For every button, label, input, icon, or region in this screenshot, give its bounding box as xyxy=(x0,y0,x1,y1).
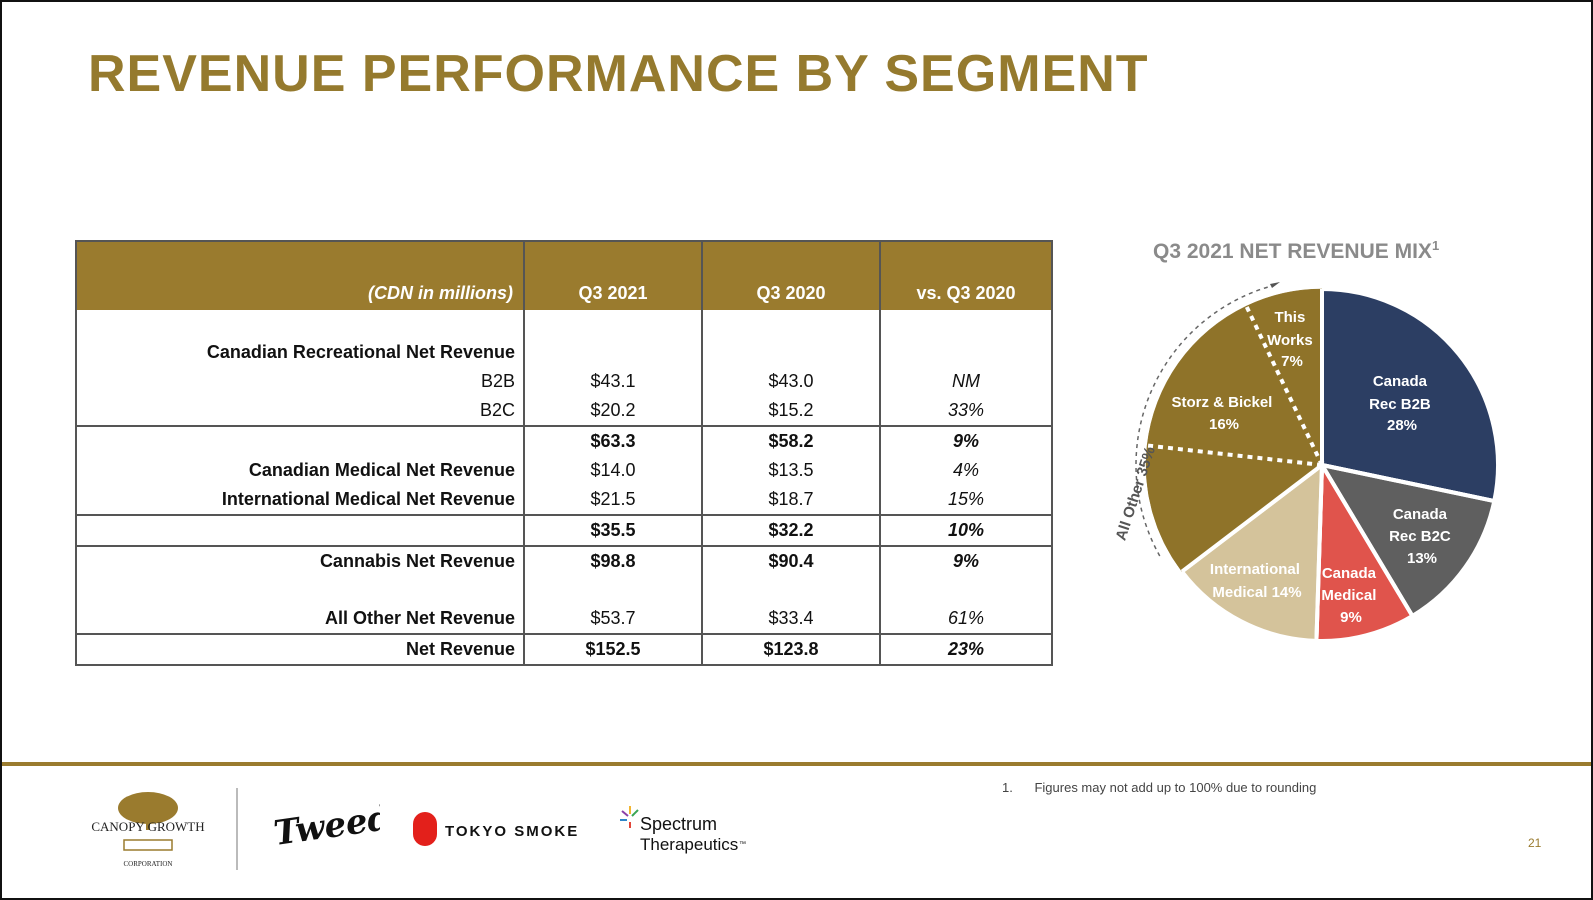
tweed-logo: Tweed xyxy=(271,800,380,854)
cell-change: 33% xyxy=(879,396,1053,426)
cell-q3-2021: $20.2 xyxy=(523,396,703,426)
slice-canada-rec-b2c xyxy=(1317,462,1497,619)
row-label: B2B xyxy=(75,367,525,396)
svg-text:TOKYO SMOKE: TOKYO SMOKE xyxy=(445,823,579,840)
all-other-bracket-arc xyxy=(1135,284,1275,557)
cell-q3-2020: $18.7 xyxy=(701,485,881,515)
spectrum-burst-icon xyxy=(620,806,639,828)
label-international-medical: International Medical 14% xyxy=(1210,561,1304,601)
logo-divider xyxy=(236,788,238,870)
slice-storz-bickel xyxy=(1146,305,1323,466)
cell-q3-2021: $63.3 xyxy=(523,425,703,456)
cell-q3-2021: $21.5 xyxy=(523,485,703,515)
row-label: Canadian Medical Net Revenue xyxy=(75,456,525,485)
cell-change xyxy=(879,338,1053,367)
table-row xyxy=(75,310,1053,338)
svg-text:Spectrum: Spectrum xyxy=(640,814,717,834)
svg-text:CORPORATION: CORPORATION xyxy=(123,860,172,868)
cell-change: 4% xyxy=(879,456,1053,485)
slice-canada-rec-b2b xyxy=(1320,286,1500,504)
cell-q3-2021: $53.7 xyxy=(523,604,703,634)
svg-text:CANOPY GROWTH: CANOPY GROWTH xyxy=(91,819,204,834)
cell-q3-2020: $32.2 xyxy=(701,514,881,546)
cell-q3-2021: $98.8 xyxy=(523,545,703,576)
label-storz-bickel: Storz & Bickel 16% xyxy=(1171,394,1276,433)
row-label xyxy=(75,514,525,546)
cell-change: 23% xyxy=(879,633,1053,666)
svg-text:™: ™ xyxy=(739,841,746,848)
cell-change: 9% xyxy=(879,545,1053,576)
table-row: Net Revenue $152.5 $123.8 23% xyxy=(75,633,1053,666)
cell-q3-2020: $123.8 xyxy=(701,633,881,666)
col-header-q3-2020: Q3 2020 xyxy=(701,240,881,310)
row-label: International Medical Net Revenue xyxy=(75,485,525,515)
page-number: 21 xyxy=(1528,836,1542,850)
tokyo-smoke-logo: TOKYO SMOKE xyxy=(413,812,579,846)
table-row: Canadian Medical Net Revenue $14.0 $13.5… xyxy=(75,456,1053,485)
cell-q3-2020: $13.5 xyxy=(701,456,881,485)
cell-q3-2020: $43.0 xyxy=(701,367,881,396)
table-row xyxy=(75,576,1053,604)
table-row: International Medical Net Revenue $21.5 … xyxy=(75,485,1053,515)
cell-change: 15% xyxy=(879,485,1053,515)
cell-q3-2020 xyxy=(701,338,881,367)
spectrum-therapeutics-logo: Spectrum Therapeutics ™ xyxy=(620,806,746,854)
cell-q3-2020: $58.2 xyxy=(701,425,881,456)
footnote-number: 1. xyxy=(1002,780,1013,795)
table-header-row: (CDN in millions) Q3 2021 Q3 2020 vs. Q3… xyxy=(75,240,1053,310)
svg-text:Tweed: Tweed xyxy=(271,800,380,854)
slice-separator xyxy=(1321,463,1495,504)
cell-change: NM xyxy=(879,367,1053,396)
cell-q3-2021: $14.0 xyxy=(523,456,703,485)
cell-q3-2021 xyxy=(523,338,703,367)
revenue-table: (CDN in millions) Q3 2021 Q3 2020 vs. Q3… xyxy=(75,240,1053,666)
table-row: Cannabis Net Revenue $98.8 $90.4 9% xyxy=(75,545,1053,576)
label-this-works: This Works 7% xyxy=(1267,309,1317,370)
cell-change: 9% xyxy=(879,425,1053,456)
col-header-change: vs. Q3 2020 xyxy=(879,240,1053,310)
slice-separator xyxy=(1180,463,1324,574)
footer-divider xyxy=(2,762,1591,766)
row-label: Canadian Recreational Net Revenue xyxy=(75,338,525,367)
slide-title: REVENUE PERFORMANCE BY SEGMENT xyxy=(88,45,1149,103)
cell-q3-2021: $152.5 xyxy=(523,633,703,666)
cell-change: 10% xyxy=(879,514,1053,546)
cell-q3-2021: $35.5 xyxy=(523,514,703,546)
row-label: All Other Net Revenue xyxy=(75,604,525,634)
label-rec-b2c: Canada Rec B2C 13% xyxy=(1389,506,1455,567)
chart-title: Q3 2021 NET REVENUE MIX1 xyxy=(1153,238,1440,263)
table-row: Canadian Recreational Net Revenue xyxy=(75,338,1053,367)
footnote: 1. Figures may not add up to 100% due to… xyxy=(1002,780,1316,795)
bracket-arrow-icon xyxy=(1270,282,1280,288)
canopy-growth-logo: CANOPY GROWTH CORPORATION xyxy=(91,792,205,868)
row-label xyxy=(75,425,525,456)
cell-q3-2020: $90.4 xyxy=(701,545,881,576)
label-rec-b2b: Canada Rec B2B 28% xyxy=(1369,373,1435,434)
label-canada-medical: Canada Medical 9% xyxy=(1321,565,1380,626)
row-label: B2C xyxy=(75,396,525,426)
unit-label: (CDN in millions) xyxy=(75,240,525,310)
table-row: $35.5 $32.2 10% xyxy=(75,514,1053,546)
table-row: All Other Net Revenue $53.7 $33.4 61% xyxy=(75,604,1053,634)
slice-separator xyxy=(1320,463,1415,618)
col-header-q3-2021: Q3 2021 xyxy=(523,240,703,310)
footnote-text: Figures may not add up to 100% due to ro… xyxy=(1034,780,1317,795)
row-label: Net Revenue xyxy=(75,633,525,666)
table-row: B2C $20.2 $15.2 33% xyxy=(75,396,1053,426)
table-row: B2B $43.1 $43.0 NM xyxy=(75,367,1053,396)
svg-text:Therapeutics: Therapeutics xyxy=(640,835,738,854)
slice-international-medical xyxy=(1179,460,1325,643)
slice-separator xyxy=(1314,464,1324,641)
table-row: $63.3 $58.2 9% xyxy=(75,425,1053,456)
cell-change: 61% xyxy=(879,604,1053,634)
row-label: Cannabis Net Revenue xyxy=(75,545,525,576)
cell-q3-2021: $43.1 xyxy=(523,367,703,396)
cell-q3-2020: $33.4 xyxy=(701,604,881,634)
revenue-mix-pie-chart: Canada Rec B2B 28% Canada Rec B2C 13% Ca… xyxy=(1113,282,1500,643)
slice-canada-medical xyxy=(1314,458,1416,643)
cell-q3-2020: $15.2 xyxy=(701,396,881,426)
slice-all-other-remainder xyxy=(1145,445,1323,572)
